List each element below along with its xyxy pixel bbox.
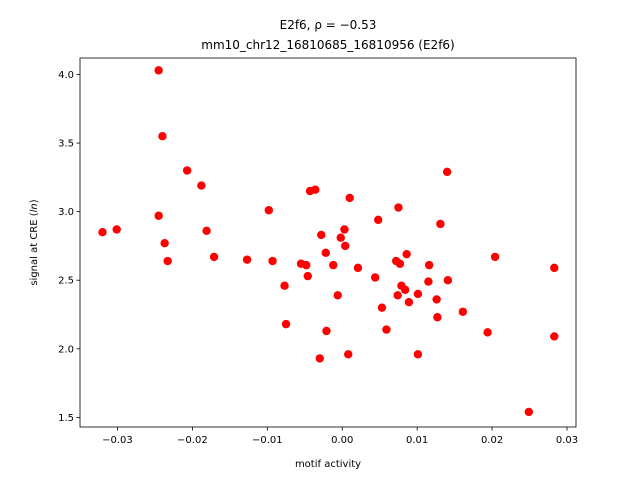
x-tick-label: 0.03 [556, 435, 578, 446]
y-tick-label: 3.0 [58, 207, 74, 218]
data-point [315, 354, 324, 363]
data-point [458, 307, 468, 316]
data-point [112, 225, 121, 234]
data-point [303, 271, 312, 281]
data-point [400, 285, 410, 295]
data-point [550, 263, 559, 273]
data-point [377, 303, 387, 312]
data-point [413, 350, 423, 359]
data-point [333, 291, 342, 300]
data-point [424, 260, 434, 270]
data-point [242, 255, 252, 264]
data-point [329, 260, 338, 270]
data-points [98, 66, 559, 417]
y-axis-label-suffix: ) [29, 199, 40, 203]
y-tick-label: 2.5 [58, 276, 74, 287]
data-point [404, 297, 414, 307]
x-tick-label: −0.02 [177, 435, 208, 446]
data-point [197, 181, 206, 190]
y-axis-label-prefix: signal at CRE ( [29, 212, 40, 285]
data-point [395, 259, 405, 268]
data-point [490, 252, 500, 262]
chart-title-line1: E2f6, ρ = −0.53 [280, 18, 377, 32]
data-point [317, 230, 326, 240]
y-tick-label: 2.0 [58, 344, 74, 355]
y-tick-label: 1.5 [58, 413, 74, 424]
data-point [154, 211, 163, 220]
data-point [424, 277, 433, 286]
x-tick-label: 0.02 [481, 435, 503, 446]
data-point [402, 249, 411, 259]
data-point [163, 256, 172, 266]
data-point [550, 332, 559, 341]
data-point [344, 350, 353, 359]
data-point [336, 233, 345, 242]
x-axis-label: motif activity [295, 459, 361, 470]
data-point [413, 289, 423, 299]
y-tick-label: 4.0 [58, 70, 74, 81]
data-point [98, 228, 107, 237]
x-tick-label: −0.01 [252, 435, 283, 446]
data-point [302, 260, 311, 270]
data-point [154, 66, 163, 75]
data-point [202, 226, 211, 236]
data-point [345, 193, 354, 203]
data-point [158, 131, 167, 141]
data-point [182, 166, 192, 175]
data-point [443, 276, 453, 285]
data-point [353, 263, 363, 273]
data-point [264, 206, 274, 215]
data-point [374, 215, 383, 225]
data-point [393, 291, 402, 300]
chart-title-line2: mm10_chr12_16810685_16810956 (E2f6) [201, 38, 454, 52]
y-axis-label-variable: ln [29, 203, 40, 212]
data-point [371, 273, 380, 282]
data-point [311, 185, 320, 194]
y-axis-label: signal at CRE (ln) [29, 199, 40, 285]
data-point [442, 167, 452, 177]
data-point [268, 256, 277, 266]
x-tick-label: −0.03 [102, 435, 133, 446]
data-point [394, 203, 403, 212]
data-point [160, 238, 169, 248]
y-tick-label: 3.5 [58, 139, 74, 150]
data-point [280, 281, 289, 290]
data-point [436, 219, 445, 229]
y-axis: 1.5 2.0 2.5 3.0 3.5 4.0 [58, 70, 80, 424]
data-point [341, 241, 350, 251]
x-axis: −0.03 −0.02 −0.01 0.00 0.01 0.02 0.03 [102, 427, 578, 446]
data-point [322, 326, 331, 336]
data-point [321, 248, 330, 257]
x-tick-label: 0.00 [331, 435, 353, 446]
data-point [340, 225, 349, 234]
data-point [209, 252, 219, 262]
data-point [281, 319, 291, 329]
data-point [483, 328, 492, 337]
data-point [432, 295, 441, 304]
data-point [382, 325, 391, 334]
data-point [433, 313, 442, 322]
x-tick-label: 0.01 [406, 435, 428, 446]
plot-frame [79, 57, 577, 428]
data-point [524, 407, 533, 417]
